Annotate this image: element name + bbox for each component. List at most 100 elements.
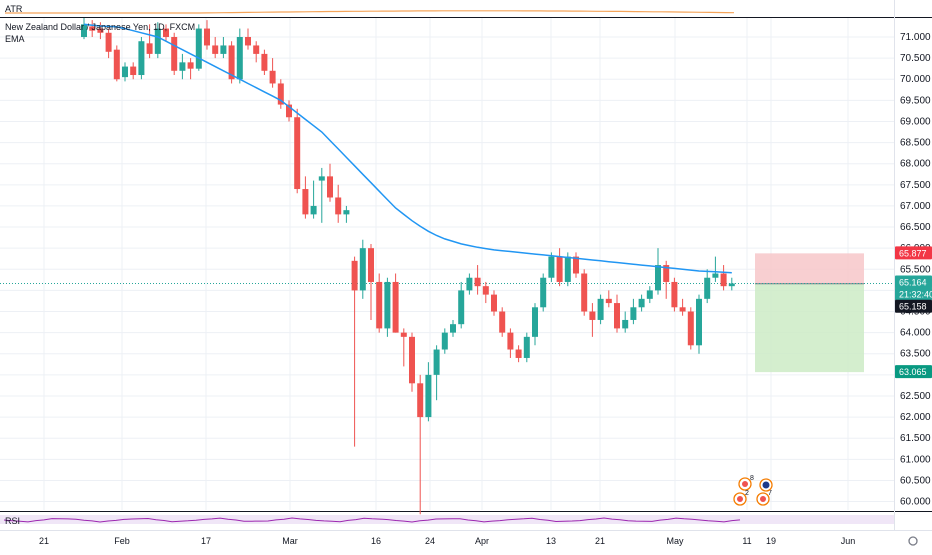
candle[interactable] xyxy=(548,252,555,282)
candle[interactable] xyxy=(482,281,489,304)
candle[interactable] xyxy=(195,24,202,71)
candle[interactable] xyxy=(655,248,661,295)
candle[interactable] xyxy=(179,53,186,80)
candle[interactable] xyxy=(351,256,358,447)
atr-line[interactable] xyxy=(5,10,735,14)
countdown-badge[interactable]: 21:32:40 xyxy=(895,287,932,301)
candle[interactable] xyxy=(204,20,210,50)
candle[interactable] xyxy=(532,303,538,346)
stop-loss-zone[interactable] xyxy=(755,253,864,284)
candle[interactable] xyxy=(581,269,588,316)
candle[interactable] xyxy=(302,176,309,219)
candle[interactable] xyxy=(417,374,424,515)
ema-legend-label[interactable]: EMA xyxy=(5,34,25,44)
candle[interactable] xyxy=(212,37,219,59)
candle[interactable] xyxy=(122,62,128,82)
candle[interactable] xyxy=(138,37,145,80)
candle[interactable] xyxy=(687,307,694,350)
candle[interactable] xyxy=(89,20,96,38)
candle[interactable] xyxy=(253,41,260,63)
candle[interactable] xyxy=(728,277,735,291)
candle[interactable] xyxy=(663,260,670,299)
candle[interactable] xyxy=(597,294,604,325)
candle[interactable] xyxy=(696,294,702,354)
rsi-line[interactable] xyxy=(3,517,741,523)
candle[interactable] xyxy=(622,311,629,333)
candle[interactable] xyxy=(441,328,448,354)
candle[interactable] xyxy=(499,307,506,337)
candle[interactable] xyxy=(523,332,530,363)
candle[interactable] xyxy=(450,319,456,337)
candle[interactable] xyxy=(171,32,178,76)
candle[interactable] xyxy=(704,269,711,304)
settings-icon[interactable] xyxy=(908,536,918,546)
candle[interactable] xyxy=(261,49,268,76)
candle[interactable] xyxy=(425,362,432,422)
candle[interactable] xyxy=(540,273,547,312)
candle[interactable] xyxy=(97,22,104,40)
take-profit-zone[interactable] xyxy=(755,283,864,373)
candle[interactable] xyxy=(679,298,686,316)
candle[interactable] xyxy=(474,265,481,295)
target-price-badge[interactable]: 63.065 xyxy=(895,365,932,379)
candle[interactable] xyxy=(409,332,415,392)
candle[interactable] xyxy=(327,163,333,202)
candles[interactable] xyxy=(81,18,735,515)
candle[interactable] xyxy=(146,24,153,59)
candle[interactable] xyxy=(630,298,637,325)
candle[interactable] xyxy=(310,180,317,219)
candle[interactable] xyxy=(228,41,235,84)
candle[interactable] xyxy=(638,294,645,312)
atr-legend-label[interactable]: ATR xyxy=(5,4,23,14)
candle[interactable] xyxy=(384,277,391,337)
candle[interactable] xyxy=(400,328,407,367)
candle[interactable] xyxy=(466,273,473,295)
candle[interactable] xyxy=(614,294,620,333)
candle[interactable] xyxy=(286,100,292,122)
candle[interactable] xyxy=(515,345,522,363)
ema-line[interactable] xyxy=(83,23,732,274)
candle[interactable] xyxy=(671,277,678,312)
entry-price-badge[interactable]: 65.158 xyxy=(895,299,932,313)
candle[interactable] xyxy=(187,58,194,80)
candle[interactable] xyxy=(605,290,612,308)
candle[interactable] xyxy=(720,265,727,291)
candle[interactable] xyxy=(318,167,325,223)
candle[interactable] xyxy=(269,58,276,88)
candle[interactable] xyxy=(392,273,399,333)
candle[interactable] xyxy=(105,28,112,59)
time-axis[interactable]: 21 Feb 17 Mar 16 24 Apr 13 21 May 11 19 Jun xyxy=(39,536,855,546)
candle[interactable] xyxy=(245,28,251,50)
candle[interactable] xyxy=(712,256,719,282)
price-axis-tick: 69.000 xyxy=(900,116,931,127)
candle[interactable] xyxy=(589,303,596,337)
event-markers[interactable]: 8 2 7 xyxy=(733,475,773,506)
candle[interactable] xyxy=(458,281,465,329)
candle[interactable] xyxy=(335,184,342,223)
candle[interactable] xyxy=(277,79,284,109)
candle[interactable] xyxy=(220,37,227,59)
candle[interactable] xyxy=(573,252,579,278)
rsi-legend-label[interactable]: RSI xyxy=(5,516,21,526)
candle[interactable] xyxy=(113,45,120,82)
candle[interactable] xyxy=(163,24,169,42)
candle[interactable] xyxy=(433,345,440,401)
symbol-title[interactable]: New Zealand Dollar / Japanese Yen, 1D, F… xyxy=(5,22,196,32)
candle[interactable] xyxy=(359,239,366,299)
candle[interactable] xyxy=(130,62,137,80)
candle[interactable] xyxy=(154,22,161,59)
candle[interactable] xyxy=(343,205,350,223)
candle[interactable] xyxy=(376,273,383,333)
candle[interactable] xyxy=(556,248,563,287)
candle[interactable] xyxy=(81,18,87,40)
price-axis[interactable]: 71.000 70.500 70.000 69.500 69.000 68.500 68.0… xyxy=(900,32,931,508)
candle[interactable] xyxy=(236,28,243,84)
current-price-badge[interactable]: 65.164 xyxy=(895,275,932,289)
candle[interactable] xyxy=(507,328,514,358)
candle[interactable] xyxy=(491,290,497,316)
candle[interactable] xyxy=(368,243,374,320)
candle[interactable] xyxy=(646,286,653,304)
stop-price-badge[interactable]: 65.877 xyxy=(895,246,932,260)
candle[interactable] xyxy=(294,108,301,194)
